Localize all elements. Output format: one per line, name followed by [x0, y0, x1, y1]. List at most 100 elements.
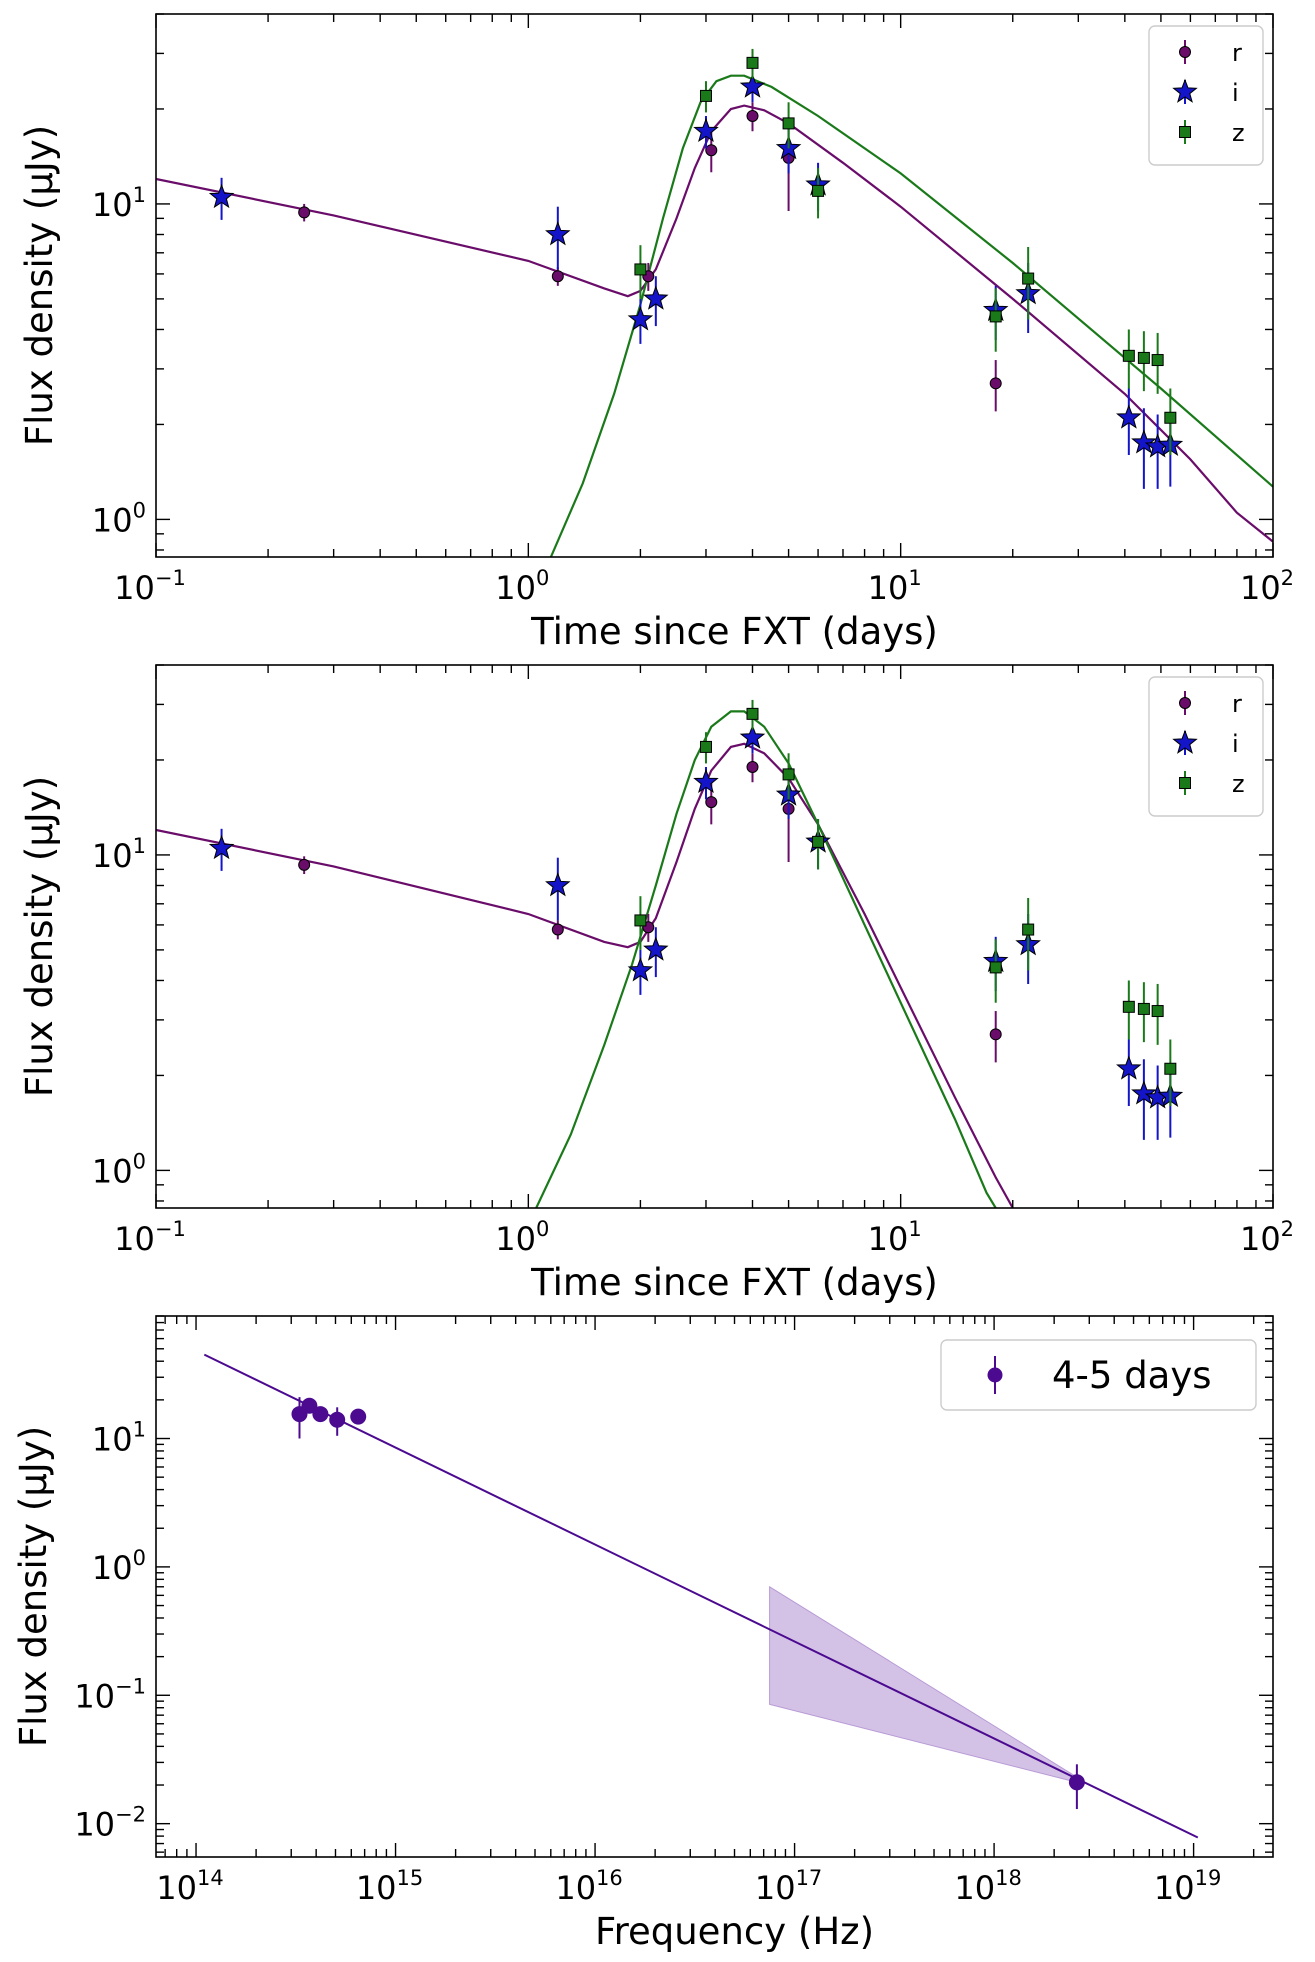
y-tick-label-exp: 1: [133, 834, 146, 858]
data-point-r: [705, 144, 718, 157]
data-point-z: [989, 310, 1002, 323]
legend-box: [940, 1339, 1257, 1411]
model-curve-r: [156, 104, 1273, 543]
data-point-i: [1116, 1055, 1142, 1080]
data-point-r: [989, 377, 1002, 390]
y-tick-label: 10−1: [74, 1674, 146, 1715]
y-tick-label-exp: 1: [133, 1418, 146, 1442]
y-axis-label: Flux density (μJy): [12, 1426, 55, 1747]
y-tick-label-base: 10: [92, 1421, 133, 1459]
data-point-i: [643, 936, 669, 961]
x-tick-label-exp: 2: [1281, 1217, 1294, 1241]
x-tick-label-base: 10: [1240, 1220, 1281, 1258]
legend-box: [1148, 676, 1264, 817]
data-point-z: [1137, 1002, 1150, 1015]
y-tick-label-exp: 0: [133, 498, 146, 522]
y-axis-label: Flux density (μJy): [18, 125, 61, 446]
x-tick-label-base: 10: [954, 1869, 995, 1907]
y-axis-label: Flux density (μJy): [18, 776, 61, 1097]
legend-marker-z: [1179, 126, 1191, 138]
legend-box: [1148, 25, 1264, 166]
y-tick-label: 101: [92, 183, 146, 224]
x-tick-label-base: 10: [868, 569, 909, 607]
data-point-z: [1164, 1062, 1177, 1075]
model-curve-z: [535, 710, 997, 1208]
sed-data-point: [329, 1411, 346, 1428]
x-tick-label-exp: 16: [596, 1866, 623, 1890]
x-tick-label-base: 10: [356, 1869, 397, 1907]
data-point-i: [643, 285, 669, 310]
y-tick-label: 101: [92, 1418, 146, 1459]
x-tick-label-exp: 1: [908, 1217, 921, 1241]
plot-frame: [155, 13, 1274, 558]
plot-area: [156, 48, 1273, 557]
x-tick-label-base: 10: [114, 1220, 155, 1258]
data-point-i: [1131, 429, 1157, 454]
x-tick-label: 101: [868, 566, 922, 607]
data-point-z: [1122, 1000, 1135, 1013]
y-tick-label-base: 10: [92, 837, 133, 875]
x-axis-label: Frequency (Hz): [595, 1910, 874, 1953]
sed-data-point: [312, 1406, 329, 1423]
x-tick-label-exp: −1: [155, 1217, 186, 1241]
data-point-i: [627, 306, 654, 331]
x-tick-label-exp: 0: [536, 566, 549, 590]
x-tick-label-base: 10: [1154, 1869, 1195, 1907]
data-point-r: [298, 206, 311, 219]
data-point-z: [634, 914, 647, 927]
data-point-z: [634, 263, 647, 276]
data-point-z: [1151, 354, 1164, 367]
legend: riz: [1148, 25, 1264, 166]
data-point-z: [1022, 923, 1035, 936]
x-tick-label: 100: [495, 1217, 549, 1258]
x-tick-label: 1017: [755, 1866, 822, 1907]
y-tick-label-base: 10: [92, 186, 133, 224]
y-tick-label-exp: −1: [115, 1674, 146, 1698]
y-tick-label-base: 10: [92, 1152, 133, 1190]
x-tick-label-exp: 15: [397, 1866, 424, 1890]
x-tick-label: 10−1: [114, 566, 186, 607]
x-axis-label: Time since FXT (days): [530, 1261, 938, 1304]
data-point-z: [812, 835, 825, 848]
legend: riz: [1148, 676, 1264, 817]
data-point-i: [208, 834, 235, 860]
data-point-z: [1164, 411, 1177, 424]
legend-label-r: r: [1232, 690, 1242, 718]
data-point-r: [551, 923, 564, 936]
y-tick-label-base: 10: [92, 501, 133, 539]
y-tick-label-base: 10: [74, 1806, 115, 1844]
data-point-z: [746, 56, 759, 69]
y-tick-label: 100: [92, 1546, 146, 1587]
data-point-z: [782, 768, 795, 781]
x-tick-label-exp: 18: [995, 1866, 1022, 1890]
data-point-r: [746, 760, 759, 773]
legend-marker-i: [1172, 78, 1198, 103]
y-tick-label: 101: [92, 834, 146, 875]
y-tick-label-exp: 1: [133, 183, 146, 207]
legend-label-r: r: [1232, 39, 1242, 67]
x-tick-label-base: 10: [555, 1869, 596, 1907]
x-tick-label: 101: [868, 1217, 922, 1258]
y-tick-label: 10−2: [74, 1803, 146, 1844]
data-point-z: [699, 89, 712, 102]
data-point-i: [1131, 1080, 1157, 1105]
data-point-i: [208, 183, 235, 209]
x-tick-label: 1018: [954, 1866, 1021, 1907]
y-tick-label-exp: 0: [133, 1546, 146, 1570]
x-tick-label-exp: −1: [155, 566, 186, 590]
x-tick-label: 1016: [555, 1866, 622, 1907]
x-tick-label-exp: 0: [536, 1217, 549, 1241]
legend-marker-i: [1172, 729, 1198, 754]
x-tick-label-base: 10: [156, 1869, 197, 1907]
y-tick-label-exp: 0: [133, 1149, 146, 1173]
x-tick-label-base: 10: [495, 1220, 536, 1258]
x-tick-label: 100: [495, 566, 549, 607]
x-tick-label-base: 10: [868, 1220, 909, 1258]
data-point-z: [699, 740, 712, 753]
plot-area: [156, 699, 1184, 1208]
x-tick-label: 1019: [1154, 1866, 1221, 1907]
data-point-z: [1122, 349, 1135, 362]
